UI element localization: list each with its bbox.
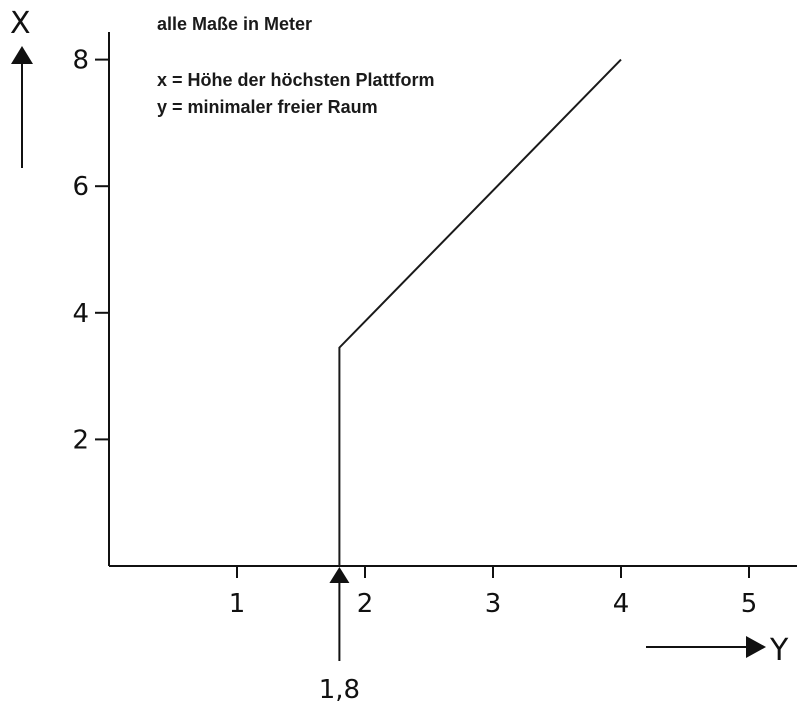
y-tick-label: 6: [72, 172, 89, 202]
note-y-definition: y = minimaler freier Raum: [157, 97, 378, 117]
annotation-layer: 1,8: [319, 567, 360, 704]
y-tick-label: 2: [72, 425, 89, 455]
x-tick-label: 3: [485, 589, 502, 619]
note-x-definition: x = Höhe der höchsten Plattform: [157, 70, 435, 90]
x-tick-label: 4: [613, 589, 630, 619]
x-axis-arrow-head: [746, 636, 766, 658]
y-axis-name: X: [10, 6, 31, 41]
y-tick-label: 4: [72, 299, 89, 329]
x-ticks: 1 2 3 4 5: [229, 566, 758, 619]
note-units: alle Maße in Meter: [157, 14, 312, 34]
series-line: [338, 58, 622, 566]
marker-arrow-head: [329, 567, 350, 583]
y-tick-label: 8: [72, 46, 89, 76]
x-axis-name: Y: [769, 633, 789, 668]
y-axis-arrow-head: [11, 46, 33, 64]
x-tick-label: 2: [357, 589, 374, 619]
series-layer: [338, 58, 622, 566]
x-tick-label: 5: [741, 589, 758, 619]
marker-label: 1,8: [319, 675, 360, 704]
x-tick-label: 1: [229, 589, 246, 619]
y-ticks: 2 4 6 8: [72, 46, 109, 455]
